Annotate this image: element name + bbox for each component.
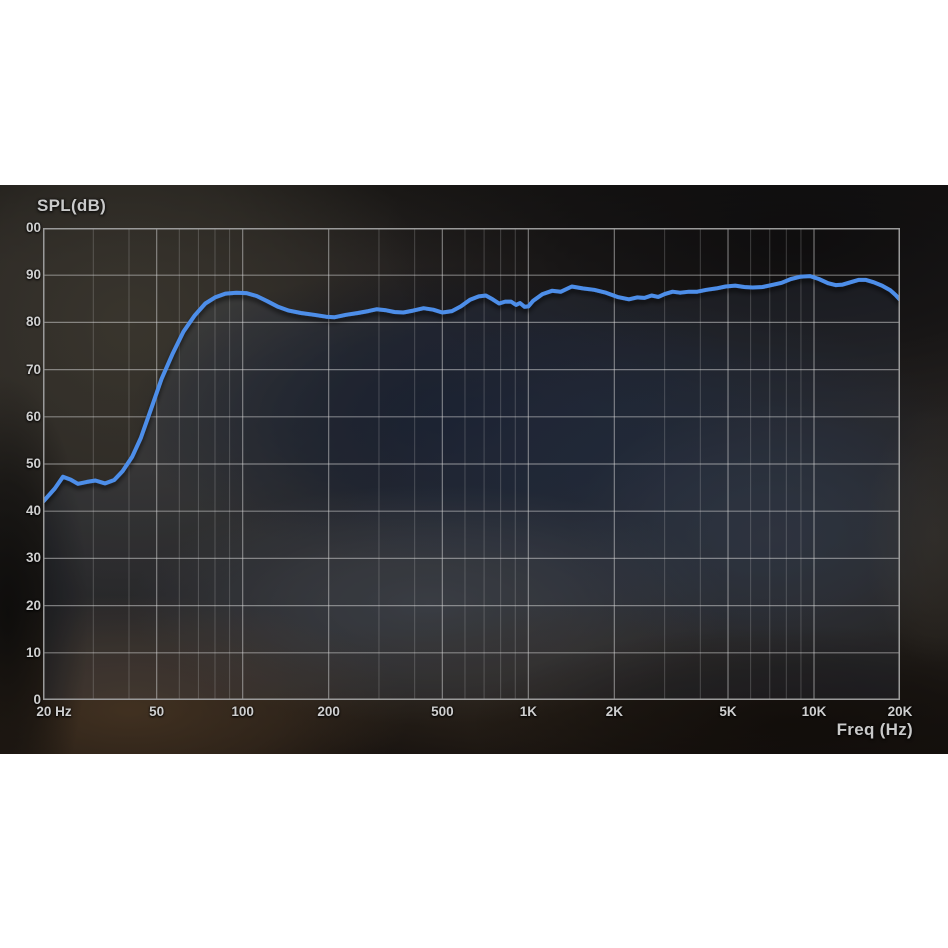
y-tick-label-30: 30	[25, 550, 41, 566]
x-tick-label-500: 500	[431, 704, 454, 719]
x-axis-title: Freq (Hz)	[836, 720, 913, 739]
x-tick-label-5K: 5K	[719, 704, 737, 719]
x-tick-label-1K: 1K	[519, 704, 537, 719]
x-tick-label-20-Hz: 20 Hz	[36, 704, 72, 719]
y-tick-label-60: 60	[25, 408, 41, 424]
y-tick-label-90: 90	[25, 267, 41, 283]
y-axis-title: SPL(dB)	[37, 196, 107, 215]
y-tick-label-50: 50	[25, 456, 41, 471]
y-tick-label-10: 10	[25, 644, 41, 660]
y-tick-label-20: 20	[25, 597, 41, 613]
x-tick-label-2K: 2K	[605, 704, 623, 719]
x-tick-label-20K: 20K	[887, 704, 913, 719]
plot-frame	[43, 228, 900, 700]
x-tick-label-100: 100	[231, 704, 254, 719]
y-tick-label-00: 00	[25, 220, 41, 235]
x-tick-label-200: 200	[317, 704, 340, 719]
y-tick-label-70: 70	[25, 361, 41, 377]
frequency-response-plot	[43, 228, 900, 700]
y-tick-label-80: 80	[25, 314, 41, 330]
x-tick-label-50: 50	[149, 704, 165, 719]
y-tick-label-0: 0	[33, 692, 41, 707]
y-tick-label-40: 40	[25, 503, 41, 519]
spl-curve	[43, 274, 900, 504]
grid-major	[43, 228, 900, 700]
under-curve-fill	[43, 276, 900, 700]
x-tick-label-10K: 10K	[801, 704, 827, 719]
